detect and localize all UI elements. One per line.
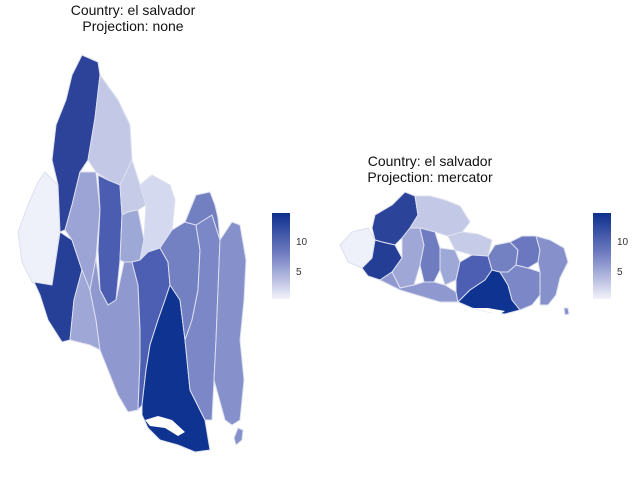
- map-right: [339, 191, 570, 316]
- title-country-right: Country: el salvador: [367, 153, 493, 169]
- legend-tick-left-10: [290, 243, 294, 244]
- island-left: [233, 427, 244, 446]
- region-right-la-libertad: [391, 227, 425, 289]
- region-left-san-salvador: [97, 174, 123, 306]
- map-left: [17, 54, 247, 453]
- legend-left: 10 5: [270, 213, 330, 313]
- region-left-la-union: [213, 221, 247, 426]
- region-right-la-union: [535, 235, 569, 306]
- estuary-right: [472, 308, 505, 314]
- legend-label-left-10: 10: [296, 237, 308, 248]
- region-right-sonsonate: [361, 239, 403, 281]
- panel-title-left: Country: el salvador Projection: none: [28, 2, 238, 34]
- title-projection-left: Projection: none: [82, 18, 184, 34]
- legend-tick-left-5: [290, 273, 294, 274]
- region-right-la-paz: [379, 271, 459, 303]
- estuary-left: [145, 416, 185, 436]
- panel-title-right: Country: el salvador Projection: mercato…: [345, 153, 515, 185]
- legend-right: 10 5: [591, 213, 640, 313]
- region-right-san-salvador: [419, 227, 441, 283]
- island-right: [563, 307, 570, 316]
- legend-tick-right-10: [611, 243, 615, 244]
- legend-tick-right-5: [611, 273, 615, 274]
- title-country-left: Country: el salvador: [70, 2, 196, 18]
- legend-label-right-5: 5: [617, 267, 623, 278]
- legend-label-right-10: 10: [617, 237, 629, 248]
- legend-colorbar-left: [272, 213, 290, 299]
- legend-label-left-5: 5: [296, 267, 302, 278]
- title-projection-right: Projection: mercator: [367, 169, 493, 185]
- legend-colorbar-right: [593, 213, 611, 299]
- region-right-cuscatlan: [447, 231, 493, 257]
- region-left-cabanas: [119, 209, 145, 263]
